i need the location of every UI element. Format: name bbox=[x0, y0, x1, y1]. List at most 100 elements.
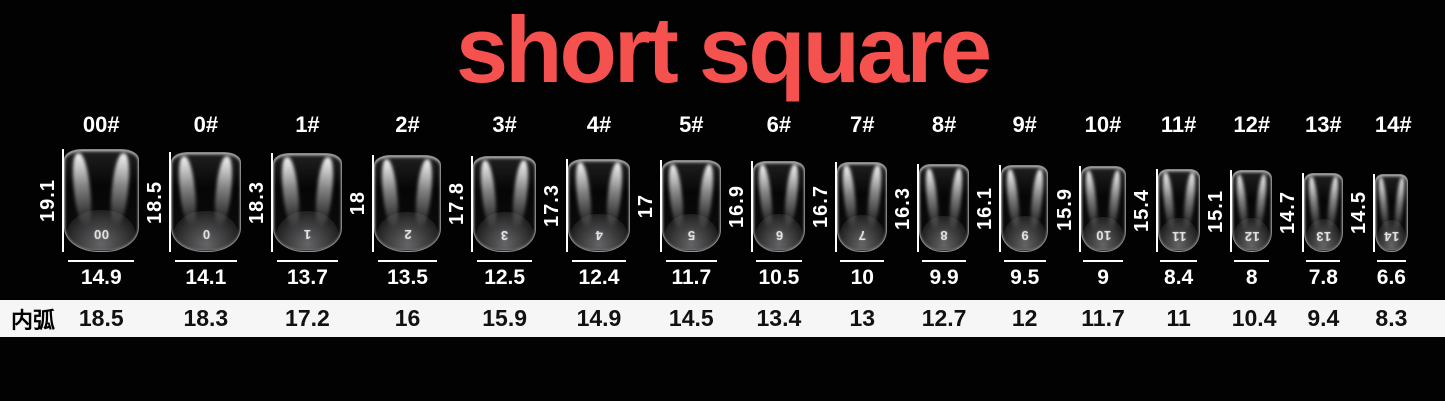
engraved-size-number: 12 bbox=[1243, 228, 1260, 244]
width-measure: 14.9 bbox=[36, 252, 139, 290]
inner-arc-value: 17.2 bbox=[285, 305, 330, 331]
length-measure: 17.3 bbox=[540, 158, 568, 252]
inner-arc-value: 10.4 bbox=[1231, 305, 1277, 331]
length-measure: 14.5 bbox=[1347, 173, 1375, 252]
width-measure: 11.7 bbox=[634, 252, 721, 290]
width-value: 12.5 bbox=[484, 266, 526, 289]
inner-arc-value: 13 bbox=[849, 305, 876, 331]
length-value: 16.9 bbox=[725, 184, 748, 228]
frosted-base bbox=[1233, 218, 1270, 251]
frosted-base bbox=[664, 214, 719, 251]
length-value: 18.5 bbox=[143, 180, 166, 224]
inner-arc-value: 12 bbox=[1011, 305, 1038, 331]
nail-tip-photo: 13 bbox=[1303, 172, 1343, 252]
length-measure: 18 bbox=[346, 154, 374, 252]
nail-tip-photo: 0 bbox=[170, 152, 242, 252]
engraved-size-number: 13 bbox=[1315, 229, 1332, 245]
nail-size-column: 4# 17.3 4 12.4 bbox=[540, 112, 630, 290]
size-number-label: 4# bbox=[586, 112, 612, 137]
length-value: 16.1 bbox=[973, 187, 996, 230]
frosted-base bbox=[839, 214, 886, 251]
length-measure-line bbox=[168, 152, 171, 252]
engraved-size-number: 00 bbox=[93, 226, 109, 242]
nail-measure-group: 18.5 0 bbox=[143, 148, 242, 252]
length-measure: 19.1 bbox=[36, 148, 64, 252]
length-measure-line bbox=[271, 153, 274, 252]
width-measure: 7.8 bbox=[1276, 252, 1343, 290]
width-value: 6.6 bbox=[1376, 266, 1406, 289]
length-value: 15.1 bbox=[1204, 189, 1227, 233]
nail-tip-photo: 1 bbox=[273, 153, 342, 252]
inner-arc-row-label: 内弧 bbox=[11, 307, 56, 333]
length-measure: 16.9 bbox=[725, 160, 753, 252]
width-measure: 14.1 bbox=[143, 252, 242, 290]
length-measure: 15.1 bbox=[1204, 170, 1232, 252]
nail-tip-photo: 12 bbox=[1231, 170, 1272, 252]
nail-measure-group: 14.7 13 bbox=[1276, 148, 1343, 252]
nail-size-column: 8# 16.3 8 9.9 bbox=[891, 112, 969, 290]
width-measure-line bbox=[277, 260, 338, 262]
length-measure: 18.3 bbox=[245, 153, 274, 252]
frosted-base bbox=[570, 213, 628, 251]
width-measure-line bbox=[477, 260, 533, 262]
nail-size-column: 11# 15.4 11 8.4 bbox=[1130, 112, 1200, 290]
page-title: short square bbox=[455, 0, 992, 102]
size-number-label: 3# bbox=[492, 112, 517, 137]
size-number-label: 6# bbox=[766, 112, 792, 137]
nail-tip-photo: 7 bbox=[837, 161, 888, 252]
frosted-base bbox=[172, 210, 239, 251]
nail-measure-group: 17 5 bbox=[634, 148, 721, 252]
width-measure: 13.5 bbox=[346, 252, 442, 290]
length-value: 19.1 bbox=[37, 178, 59, 222]
width-value: 10.5 bbox=[758, 266, 800, 289]
length-measure: 16.3 bbox=[891, 163, 920, 252]
frosted-base bbox=[275, 211, 340, 251]
nail-size-column: 10# 15.9 10 9 bbox=[1053, 112, 1126, 290]
width-measure-line bbox=[1003, 260, 1046, 262]
width-measure: 12.5 bbox=[445, 252, 536, 290]
engraved-size-number: 6 bbox=[775, 227, 783, 243]
nail-size-column: 00# 19.1 00 14.9 bbox=[36, 112, 139, 290]
nail-size-column: 3# 17.8 3 12.5 bbox=[445, 112, 536, 290]
frosted-base bbox=[754, 214, 804, 251]
nail-measure-group: 18.3 1 bbox=[245, 148, 342, 252]
nail-tip-photo: 6 bbox=[752, 160, 806, 252]
inner-arc-value: 13.4 bbox=[756, 305, 802, 331]
nail-measure-group: 16.9 6 bbox=[725, 148, 806, 252]
length-measure: 15.4 bbox=[1130, 168, 1158, 252]
nail-tip-photo: 8 bbox=[919, 163, 969, 252]
nail-tip-photo: 00 bbox=[64, 148, 139, 252]
width-value: 11.7 bbox=[671, 266, 712, 289]
nail-tip-photo: 11 bbox=[1157, 168, 1200, 252]
nail-size-column: 12# 15.1 12 8 bbox=[1204, 112, 1272, 290]
nail-measure-group: 15.4 11 bbox=[1130, 148, 1200, 252]
nail-size-column: 14# 14.5 14 6.6 bbox=[1347, 112, 1412, 290]
width-measure: 9 bbox=[1053, 252, 1126, 290]
engraved-size-number: 8 bbox=[940, 228, 948, 244]
length-measure-line bbox=[1229, 170, 1232, 252]
width-measure: 8 bbox=[1204, 252, 1272, 290]
inner-arc-value: 16 bbox=[394, 305, 421, 331]
nail-measure-group: 14.5 14 bbox=[1347, 148, 1408, 252]
frosted-base bbox=[376, 212, 439, 251]
width-measure-line bbox=[1083, 260, 1123, 262]
width-measure-line bbox=[1234, 260, 1270, 262]
width-measure-line bbox=[377, 260, 438, 262]
frosted-base bbox=[1082, 216, 1124, 251]
nail-measure-group: 17.8 3 bbox=[445, 148, 536, 252]
length-measure-line bbox=[1078, 166, 1081, 252]
width-measure-line bbox=[571, 260, 627, 262]
length-measure: 16.1 bbox=[973, 165, 1001, 252]
nail-measure-group: 15.9 10 bbox=[1053, 148, 1126, 252]
inner-arc-value: 11.7 bbox=[1081, 305, 1125, 331]
length-measure: 18.5 bbox=[143, 152, 171, 252]
nail-tip-photo: 10 bbox=[1080, 166, 1126, 252]
engraved-size-number: 10 bbox=[1095, 228, 1111, 244]
width-measure-line bbox=[922, 260, 966, 262]
inner-arc-value: 9.4 bbox=[1307, 305, 1340, 331]
length-measure: 16.7 bbox=[809, 161, 838, 252]
nail-size-column: 1# 18.3 1 13.7 bbox=[245, 112, 342, 290]
width-value: 14.9 bbox=[80, 266, 122, 289]
size-number-label: 14# bbox=[1374, 112, 1412, 137]
length-measure-line bbox=[1372, 173, 1375, 252]
